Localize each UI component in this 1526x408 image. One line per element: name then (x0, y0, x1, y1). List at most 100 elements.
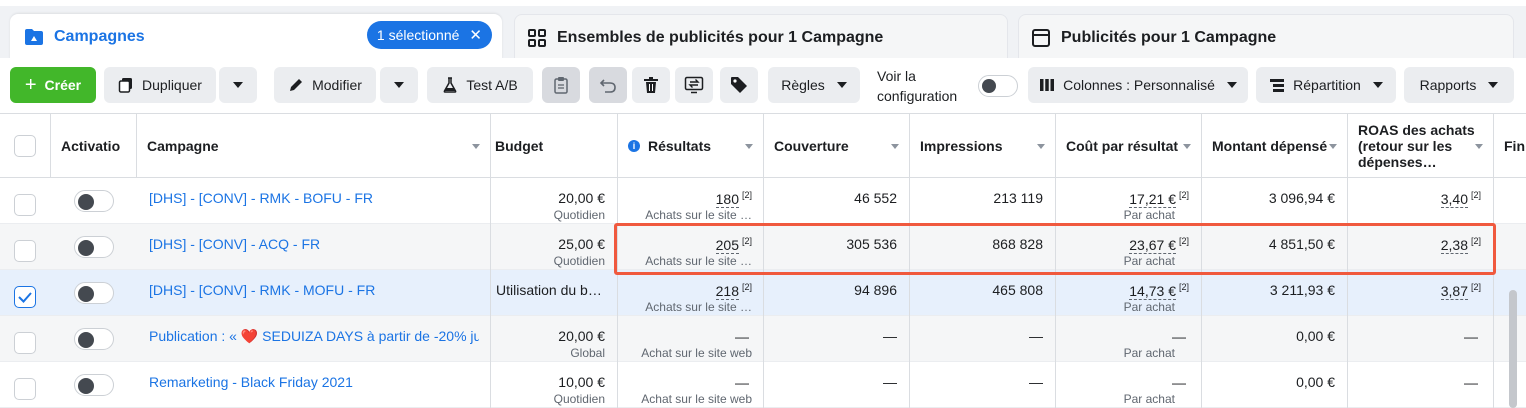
selected-badge[interactable]: 1 sélectionné ✕ (366, 21, 492, 49)
cost-per-result-number[interactable]: 14,73 € (1129, 282, 1176, 300)
header-budget[interactable]: Budget (491, 114, 618, 178)
roas-number[interactable]: 3,40 (1440, 190, 1468, 208)
cost-per-result-number[interactable]: — (1172, 374, 1186, 391)
duplicate-icon (118, 78, 133, 93)
info-icon[interactable]: i (628, 140, 640, 152)
tag-button[interactable] (720, 67, 758, 103)
select-all-checkbox[interactable] (14, 135, 36, 157)
tab-adsets-label: Ensembles de publicités pour 1 Campagne (557, 28, 884, 46)
tab-ads[interactable]: Publicités pour 1 Campagne (1018, 14, 1514, 60)
header-cost-per-result[interactable]: Coût par résultat (1056, 114, 1202, 178)
rules-dropdown[interactable]: Règles (768, 67, 860, 103)
results-value: — (735, 374, 752, 391)
duplicate-button[interactable]: Dupliquer (104, 67, 216, 103)
roas-number[interactable]: 2,38 (1440, 236, 1468, 254)
ab-test-button[interactable]: Test A/B (427, 67, 533, 103)
campaign-name-link[interactable]: Remarketing - Black Friday 2021 (149, 374, 353, 390)
campaign-name-link[interactable]: [DHS] - [CONV] - RMK - BOFU - FR (149, 190, 373, 206)
results-number[interactable]: 180 (715, 190, 739, 208)
activation-toggle[interactable] (74, 374, 114, 396)
column-divider (1201, 178, 1202, 408)
vertical-scrollbar[interactable] (1509, 290, 1517, 408)
reports-dropdown[interactable]: Rapports (1404, 67, 1514, 103)
delete-button[interactable] (632, 67, 670, 103)
results-subtitle: Achats sur le site … (645, 254, 752, 268)
row-checkbox[interactable] (14, 332, 36, 354)
cost-per-result-number[interactable]: 23,67 € (1129, 236, 1176, 254)
cost-per-result-number[interactable]: 17,21 € (1129, 190, 1176, 208)
tab-adsets[interactable]: Ensembles de publicités pour 1 Campagne (514, 14, 1008, 60)
edit-label: Modifier (312, 77, 362, 93)
roas-value: — (1464, 328, 1481, 345)
amount-spent-value: 3 211,93 € (1269, 282, 1335, 298)
header-activation[interactable]: Activatio (51, 114, 137, 178)
undo-icon (599, 79, 616, 93)
transfer-icon (684, 76, 704, 94)
create-button[interactable]: + Créer (10, 67, 96, 103)
row-checkbox[interactable] (14, 378, 36, 400)
columns-dropdown[interactable]: Colonnes : Personnalisé (1028, 67, 1248, 103)
tag-icon (731, 77, 747, 93)
header-reach[interactable]: Couverture (764, 114, 910, 178)
create-label: Créer (44, 77, 82, 93)
cost-per-result-value: — (1172, 328, 1189, 345)
sort-icon (472, 144, 480, 149)
results-number[interactable]: — (735, 374, 749, 391)
toggle-knob (78, 240, 94, 256)
sort-icon (1037, 144, 1045, 149)
cost-per-result-subtitle: Par achat (1123, 392, 1175, 406)
budget-type: Quotidien (553, 254, 605, 268)
chevron-down-icon (1372, 82, 1383, 88)
results-number[interactable]: — (735, 328, 749, 345)
row-checkbox[interactable] (14, 194, 36, 216)
edit-button[interactable]: Modifier (274, 67, 376, 103)
view-config-toggle[interactable] (978, 75, 1018, 97)
toggle-knob (78, 378, 94, 394)
chevron-down-icon (1226, 82, 1237, 88)
activation-toggle[interactable] (74, 328, 114, 350)
breakdown-dropdown[interactable]: Répartition (1256, 67, 1396, 103)
campaign-name-link[interactable]: Publication : « ❤️ SEDUIZA DAYS à partir… (149, 328, 479, 344)
header-results[interactable]: i Résultats (618, 114, 764, 178)
roas-number[interactable]: — (1464, 374, 1478, 391)
duplicate-label: Dupliquer (142, 77, 202, 93)
campaign-name-link[interactable]: [DHS] - [CONV] - RMK - MOFU - FR (149, 282, 376, 298)
duplicate-dropdown-button[interactable] (219, 67, 257, 103)
activation-toggle[interactable] (74, 282, 114, 304)
row-checkbox[interactable] (14, 286, 36, 308)
close-icon[interactable]: ✕ (469, 27, 482, 44)
undo-button[interactable] (589, 67, 627, 103)
roas-number[interactable]: 3,87 (1440, 282, 1468, 300)
activation-toggle[interactable] (74, 190, 114, 212)
header-impressions[interactable]: Impressions (910, 114, 1056, 178)
results-number[interactable]: 218 (715, 282, 739, 300)
header-impressions-label: Impressions (920, 138, 1003, 154)
campaign-table: Activatio Campagne Budget i Résultats Co… (0, 114, 1526, 408)
roas-number[interactable]: — (1464, 328, 1478, 345)
header-campaign[interactable]: Campagne (137, 114, 491, 178)
campaign-name-link[interactable]: [DHS] - [CONV] - ACQ - FR (149, 236, 321, 252)
reach-value: 94 896 (854, 282, 897, 298)
activation-toggle[interactable] (74, 236, 114, 258)
clipboard-button[interactable] (542, 67, 580, 103)
chevron-down-icon (394, 82, 404, 88)
results-number[interactable]: 205 (715, 236, 739, 254)
impressions-value: — (1029, 374, 1043, 390)
edit-dropdown-button[interactable] (380, 67, 418, 103)
header-reach-label: Couverture (774, 138, 849, 154)
header-roas[interactable]: ROAS des achats (retour sur les dépenses… (1348, 114, 1494, 178)
column-divider (490, 178, 491, 408)
header-roas-label: ROAS des achats (retour sur les dépenses… (1358, 122, 1475, 170)
transfer-button[interactable] (675, 67, 713, 103)
budget-value: 10,00 € (558, 374, 605, 390)
row-checkbox[interactable] (14, 240, 36, 262)
cost-per-result-number[interactable]: — (1172, 328, 1186, 345)
trash-icon (644, 77, 658, 93)
tab-campaigns[interactable]: Campagnes 1 sélectionné ✕ (10, 14, 502, 60)
header-end[interactable]: Fin (1494, 114, 1526, 178)
header-amount-spent[interactable]: Montant dépensé (1202, 114, 1348, 178)
cost-per-result-value: 23,67 € [2] (1129, 236, 1189, 254)
rules-label: Règles (781, 77, 825, 93)
column-divider (617, 178, 618, 408)
toggle-knob (982, 79, 996, 93)
